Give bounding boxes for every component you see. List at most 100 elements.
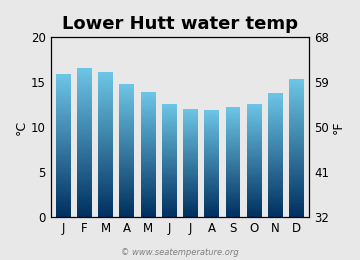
Bar	[183, 141, 198, 142]
Bar	[226, 112, 240, 113]
Bar	[204, 195, 219, 197]
Bar	[162, 172, 177, 173]
Bar	[98, 160, 113, 162]
Bar	[204, 206, 219, 207]
Bar	[77, 129, 92, 130]
Bar	[98, 121, 113, 123]
Bar	[268, 112, 283, 113]
Bar	[56, 101, 71, 103]
Bar	[141, 148, 156, 150]
Bar	[141, 167, 156, 168]
Bar	[268, 176, 283, 177]
Bar	[120, 178, 134, 180]
Bar	[268, 161, 283, 162]
Bar	[77, 89, 92, 90]
Bar	[289, 139, 304, 140]
Bar	[141, 197, 156, 198]
Bar	[226, 121, 240, 123]
Bar	[56, 210, 71, 211]
Bar	[289, 93, 304, 95]
Bar	[247, 210, 262, 211]
Bar	[98, 212, 113, 214]
Bar	[77, 171, 92, 172]
Bar	[56, 133, 71, 134]
Bar	[120, 88, 134, 89]
Bar	[162, 186, 177, 187]
Bar	[226, 202, 240, 203]
Bar	[226, 181, 240, 182]
Bar	[226, 153, 240, 154]
Bar	[289, 96, 304, 97]
Bar	[120, 192, 134, 193]
Bar	[141, 183, 156, 184]
Bar	[226, 191, 240, 192]
Bar	[77, 142, 92, 144]
Text: © www.seatemperature.org: © www.seatemperature.org	[121, 248, 239, 257]
Bar	[77, 125, 92, 126]
Bar	[56, 140, 71, 141]
Bar	[289, 154, 304, 155]
Bar	[183, 147, 198, 148]
Bar	[120, 132, 134, 133]
Bar	[56, 161, 71, 162]
Bar	[204, 171, 219, 172]
Bar	[268, 201, 283, 202]
Bar	[56, 153, 71, 154]
Bar	[268, 110, 283, 112]
Bar	[204, 160, 219, 161]
Bar	[77, 212, 92, 214]
Bar	[98, 75, 113, 77]
Bar	[141, 125, 156, 126]
Bar	[120, 107, 134, 108]
Bar	[183, 129, 198, 131]
Bar	[98, 103, 113, 104]
Bar	[77, 103, 92, 105]
Bar	[98, 117, 113, 119]
Bar	[77, 87, 92, 89]
Bar	[183, 140, 198, 141]
Bar	[183, 196, 198, 197]
Bar	[77, 168, 92, 169]
Bar	[226, 137, 240, 138]
Bar	[56, 198, 71, 200]
Bar	[162, 168, 177, 169]
Bar	[289, 89, 304, 90]
Bar	[247, 113, 262, 114]
Bar	[98, 140, 113, 142]
Bar	[268, 99, 283, 100]
Bar	[289, 111, 304, 112]
Bar	[141, 212, 156, 213]
Bar	[289, 130, 304, 132]
Bar	[289, 145, 304, 147]
Bar	[162, 176, 177, 177]
Bar	[289, 86, 304, 88]
Bar	[56, 124, 71, 126]
Bar	[141, 172, 156, 173]
Bar	[162, 201, 177, 202]
Bar	[77, 69, 92, 71]
Bar	[162, 132, 177, 133]
Bar	[268, 142, 283, 144]
Bar	[98, 152, 113, 153]
Bar	[141, 208, 156, 209]
Bar	[226, 130, 240, 131]
Bar	[268, 144, 283, 145]
Bar	[120, 189, 134, 190]
Bar	[268, 197, 283, 198]
Bar	[77, 130, 92, 132]
Bar	[162, 185, 177, 186]
Bar	[98, 123, 113, 124]
Bar	[56, 171, 71, 173]
Bar	[98, 136, 113, 137]
Bar	[226, 198, 240, 199]
Bar	[183, 213, 198, 214]
Bar	[56, 154, 71, 155]
Bar	[247, 174, 262, 175]
Bar	[77, 139, 92, 141]
Bar	[204, 128, 219, 129]
Bar	[98, 149, 113, 150]
Bar	[56, 126, 71, 127]
Bar	[289, 211, 304, 213]
Bar	[56, 97, 71, 98]
Bar	[289, 104, 304, 106]
